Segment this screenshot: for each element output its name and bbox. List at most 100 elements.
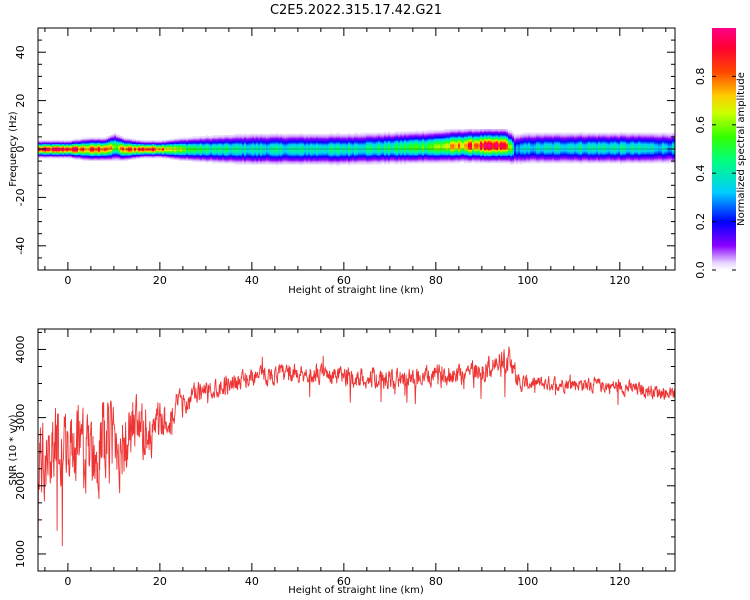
heatmap-cell: [140, 142, 143, 144]
heatmap-cell: [104, 142, 107, 144]
heatmap-cell: [112, 154, 115, 157]
heatmap-cell: [328, 155, 331, 158]
heatmap-cell: [384, 152, 387, 154]
heatmap-cell: [270, 139, 273, 142]
heatmap-cell: [190, 138, 193, 141]
heatmap-cell: [306, 155, 309, 158]
heatmap-cell: [296, 155, 299, 158]
heatmap-cell: [320, 143, 323, 146]
heatmap-cell: [316, 152, 319, 154]
heatmap-cell: [460, 138, 463, 141]
heatmap-cell: [228, 150, 231, 153]
heatmap-cell: [82, 153, 85, 155]
heatmap-cell: [252, 139, 255, 142]
heatmap-cell: [278, 145, 281, 148]
heatmap-cell: [402, 153, 405, 155]
heatmap-cell: [244, 139, 247, 142]
heatmap-cell: [38, 139, 41, 142]
heatmap-cell: [82, 139, 85, 142]
heatmap-cell: [308, 153, 311, 155]
heatmap-cell: [296, 150, 299, 153]
heatmap-cell: [216, 137, 219, 140]
heatmap-cell: [290, 149, 293, 152]
heatmap-cell: [322, 152, 325, 154]
heatmap-cell: [376, 144, 379, 147]
heatmap-cell: [342, 144, 345, 147]
heatmap-cell: [206, 160, 209, 163]
heatmap-cell: [234, 141, 237, 143]
heatmap-cell: [250, 155, 253, 158]
heatmap-cell: [306, 137, 309, 140]
heatmap-cell: [80, 142, 83, 144]
heatmap-cell: [462, 155, 465, 158]
heatmap-cell: [100, 154, 103, 157]
heatmap-cell: [216, 136, 219, 138]
heatmap-cell: [318, 149, 321, 152]
heatmap-cell: [38, 150, 41, 153]
heatmap-cell: [382, 147, 385, 149]
heatmap-cell: [276, 141, 279, 143]
heatmap-cell: [274, 162, 277, 165]
heatmap-cell: [476, 143, 479, 146]
heatmap-cell: [52, 139, 55, 142]
heatmap-cell: [38, 141, 41, 143]
heatmap-cell: [114, 153, 117, 155]
heatmap-cell: [372, 139, 375, 142]
heatmap-cell: [44, 139, 47, 142]
heatmap-cell: [98, 154, 101, 157]
heatmap-cell: [188, 149, 191, 152]
heatmap-cell: [42, 147, 45, 149]
heatmap-cell: [116, 133, 119, 136]
heatmap-cell: [158, 147, 161, 149]
heatmap-cell: [420, 149, 423, 152]
heatmap-cell: [152, 156, 155, 159]
heatmap-cell: [278, 158, 281, 160]
heatmap-cell: [152, 153, 155, 155]
heatmap-cell: [318, 150, 321, 153]
heatmap-cell: [194, 141, 197, 143]
heatmap-cell: [126, 145, 129, 148]
heatmap-cell: [112, 156, 115, 159]
heatmap-cell: [454, 135, 457, 137]
heatmap-cell: [332, 158, 335, 160]
heatmap-cell: [408, 135, 411, 137]
heatmap-cell: [300, 159, 303, 161]
heatmap-cell: [118, 138, 121, 141]
heatmap-cell: [174, 155, 177, 158]
heatmap-cell: [232, 161, 235, 164]
heatmap-cell: [212, 149, 215, 152]
heatmap-cell: [236, 153, 239, 155]
heatmap-cell: [360, 159, 363, 161]
heatmap-cell: [224, 149, 227, 152]
heatmap-cell: [456, 152, 459, 154]
heatmap-cell: [442, 130, 445, 132]
heatmap-cell: [266, 161, 269, 164]
heatmap-cell: [348, 154, 351, 157]
heatmap-cell: [328, 144, 331, 147]
heatmap-cell: [458, 135, 461, 137]
heatmap-cell: [110, 156, 113, 159]
heatmap-cell: [430, 139, 433, 142]
heatmap-cell: [276, 137, 279, 140]
heatmap-cell: [94, 137, 97, 140]
heatmap-cell: [368, 136, 371, 138]
heatmap-cell: [450, 136, 453, 138]
heatmap-cell: [436, 145, 439, 148]
heatmap-cell: [368, 139, 371, 142]
heatmap-cell: [360, 136, 363, 138]
heatmap-cell: [314, 144, 317, 147]
heatmap-cell: [224, 160, 227, 163]
heatmap-cell: [102, 156, 105, 159]
heatmap-cell: [314, 159, 317, 161]
heatmap-cell: [370, 149, 373, 152]
heatmap-cell: [198, 137, 201, 140]
heatmap-cell: [350, 153, 353, 155]
heatmap-cell: [190, 155, 193, 158]
heatmap-cell: [264, 135, 267, 137]
heatmap-cell: [282, 133, 285, 136]
heatmap-cell: [134, 152, 137, 154]
heatmap-cell: [468, 136, 471, 138]
heatmap-cell: [474, 137, 477, 140]
heatmap-cell: [88, 158, 91, 160]
heatmap-cell: [200, 138, 203, 141]
